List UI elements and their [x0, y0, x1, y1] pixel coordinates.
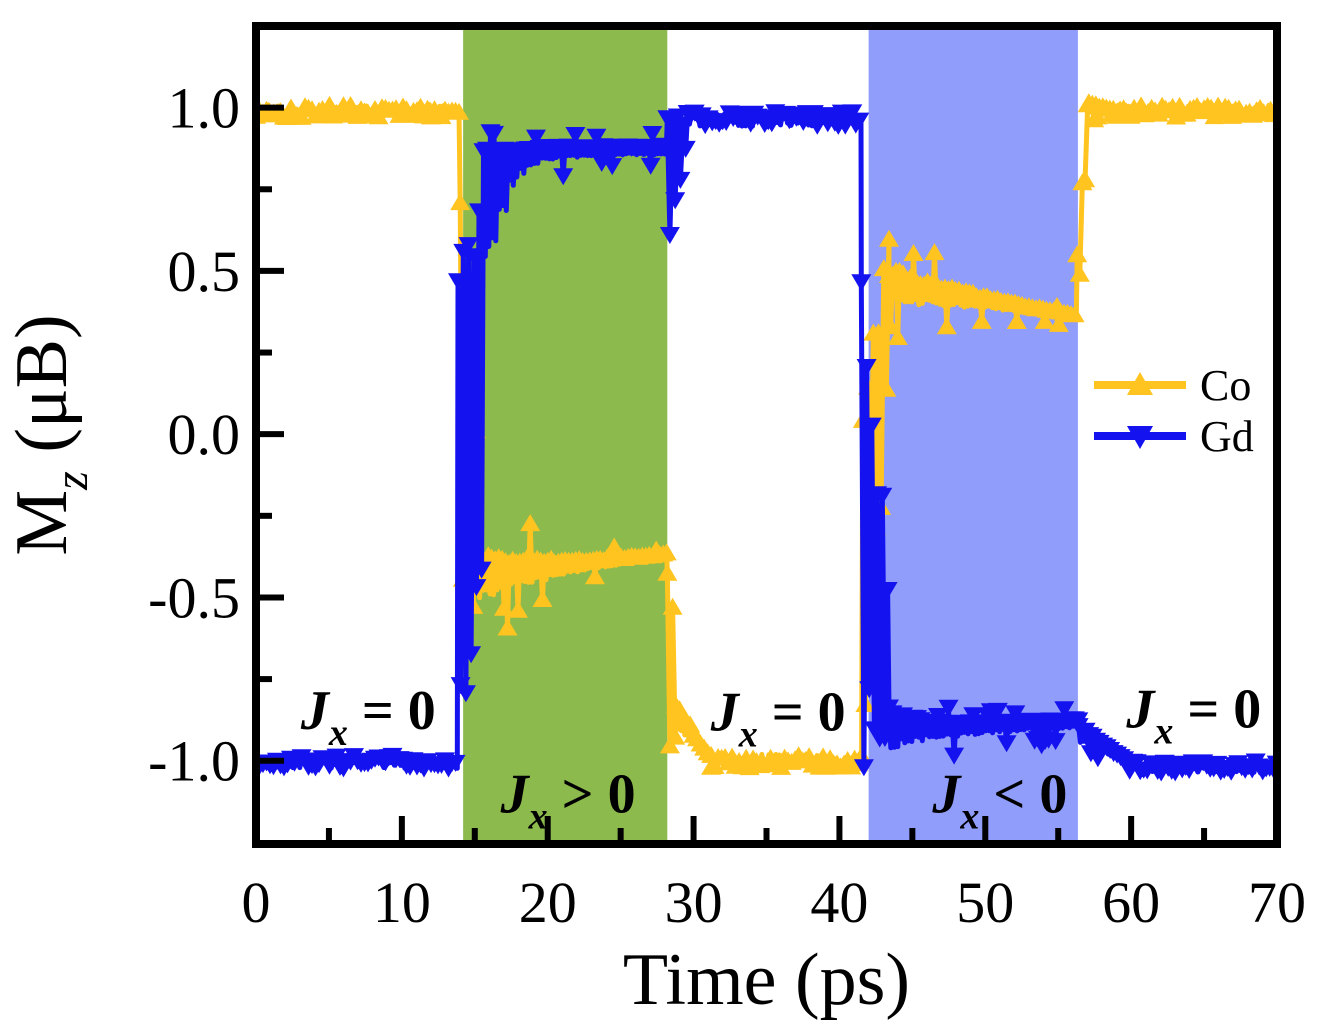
x-axis-title: Time (ps) [623, 939, 910, 1021]
annotation-jx-positive-label-part: x [528, 795, 548, 837]
x-tick-label: 0 [242, 870, 271, 935]
annotation-jx-zero-2-part: = 0 [758, 682, 846, 744]
annotation-jx-negative-label-part: < 0 [979, 763, 1067, 825]
annotation-jx-negative-label-part: J [931, 763, 962, 825]
annotation-jx-zero-3-part: x [1153, 710, 1173, 752]
y-tick-label: 0.0 [168, 402, 241, 467]
x-tick-label: 70 [1248, 870, 1306, 935]
annotation-jx-negative-label: Jx < 0 [931, 763, 1067, 837]
y-axis-title: Mz (μB) [1, 314, 98, 555]
y-axis-title-part: z [45, 471, 98, 491]
y-tick-label: 1.0 [168, 76, 241, 141]
legend-co-marker-icon [1127, 372, 1153, 395]
y-axis-title-part: M [1, 490, 83, 556]
legend-gd-label: Gd [1200, 412, 1254, 461]
x-tick-label: 10 [373, 870, 431, 935]
legend-co-label: Co [1200, 361, 1251, 410]
annotation-jx-zero-3: Jx = 0 [1125, 678, 1261, 752]
annotation-jx-positive-label: Jx > 0 [500, 763, 636, 837]
y-tick-label: -1.0 [148, 729, 240, 794]
axis-ticks [258, 104, 1208, 842]
annotation-jx-positive-label-part: > 0 [548, 763, 636, 825]
y-tick-label: -0.5 [148, 565, 240, 630]
series-layer [256, 93, 1277, 782]
annotation-jx-zero-1-part: x [328, 712, 348, 754]
x-tick-label: 20 [519, 870, 577, 935]
plot-border [252, 22, 1281, 848]
annotation-jx-zero-3-part: = 0 [1173, 678, 1261, 740]
x-tick-label: 60 [1102, 870, 1160, 935]
legend-gd-marker-icon [1127, 426, 1153, 449]
y-axis-title-part: (μB) [1, 314, 83, 471]
annotation-jx-zero-3-part: J [1125, 678, 1156, 740]
annotation-jx-zero-1-part: = 0 [348, 680, 436, 742]
annotation-jx-zero-2: Jx = 0 [710, 682, 846, 756]
annotation-jx-negative-label-part: x [959, 795, 979, 837]
annotation-jx-positive-label-part: J [500, 763, 531, 825]
y-tick-label: 0.5 [168, 239, 241, 304]
x-tick-label: 50 [956, 870, 1014, 935]
x-axis-title-part: Time (ps) [623, 939, 910, 1021]
annotation-jx-zero-2-part: x [738, 714, 758, 756]
annotation-jx-zero-2-part: J [710, 682, 741, 744]
annotation-jx-zero-1: Jx = 0 [300, 680, 436, 754]
x-tick-label: 30 [665, 870, 723, 935]
x-tick-label: 40 [810, 870, 868, 935]
annotation-jx-zero-1-part: J [300, 680, 331, 742]
